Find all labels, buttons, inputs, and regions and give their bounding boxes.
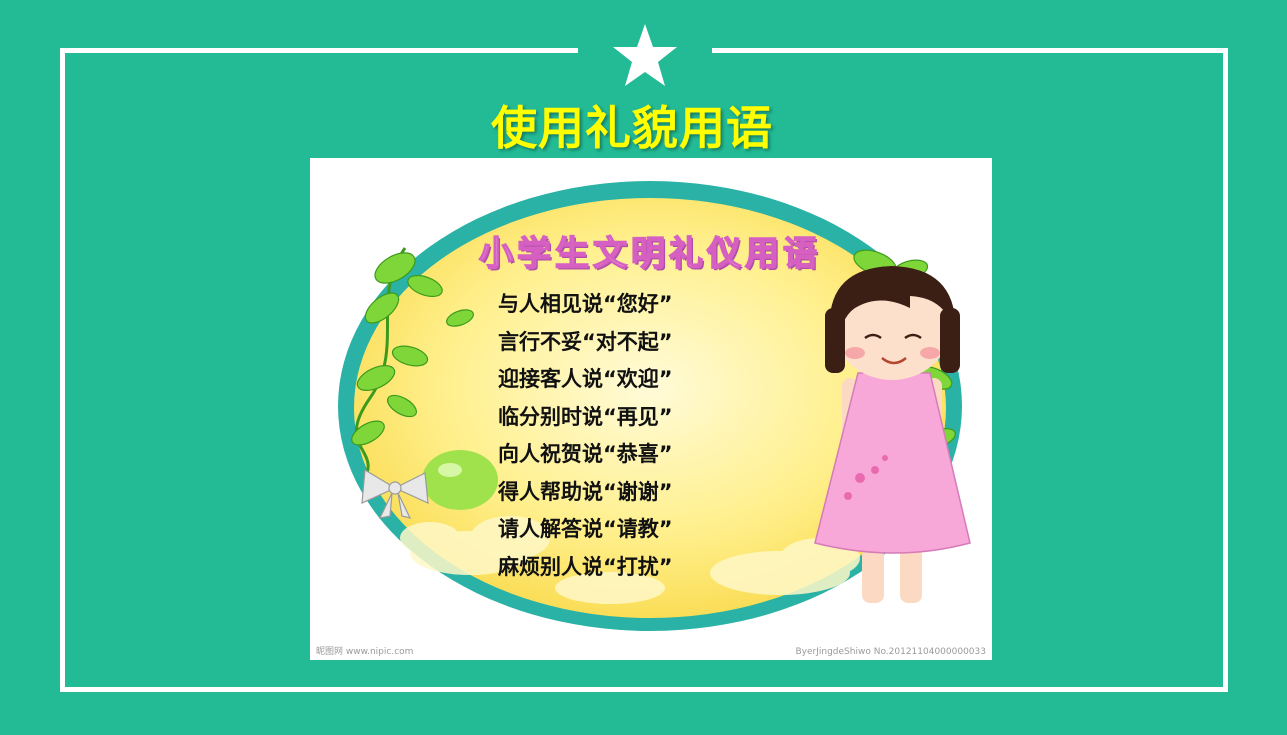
- star-icon: [613, 24, 677, 86]
- phrase-item: 得人帮助说“谢谢”: [498, 479, 673, 504]
- phrase-item: 临分别时说“再见”: [498, 404, 673, 429]
- phrase-item: 迎接客人说“欢迎”: [498, 367, 673, 391]
- slide-title: 使用礼貌用语: [491, 101, 773, 155]
- phrase-item: 言行不妥“对不起”: [498, 329, 673, 354]
- watermark-right: ByerJingdeShiwo No.20121104000000033: [795, 647, 987, 657]
- watermark-left: 昵图网 www.nipic.com: [316, 647, 414, 657]
- girl-figure: [814, 266, 971, 603]
- phrase-item: 与人相见说“您好”: [498, 292, 673, 316]
- phrase-item: 请人解答说“请教”: [498, 517, 673, 541]
- poster-image: 小学生文明礼仪用语 与人相见说“您好” 言行不妥“对不起” 迎接客人说“欢迎” …: [310, 158, 992, 660]
- phrase-item: 麻烦别人说“打扰”: [498, 554, 673, 579]
- phrase-item: 向人祝贺说“恭喜”: [498, 442, 673, 466]
- phrase-list: 与人相见说“您好” 言行不妥“对不起” 迎接客人说“欢迎” 临分别时说“再见” …: [498, 286, 788, 586]
- poster-illustration: [330, 174, 971, 638]
- poster-title: 小学生文明礼仪用语: [478, 233, 821, 275]
